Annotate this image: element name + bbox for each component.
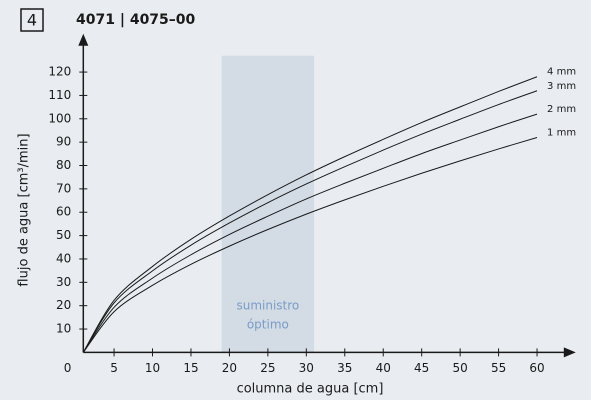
y-tick-label: 70 xyxy=(56,181,71,195)
x-tick-label: 10 xyxy=(145,361,160,375)
y-tick-label: 60 xyxy=(56,205,71,219)
y-tick-label: 40 xyxy=(56,251,71,265)
optimal-band xyxy=(221,55,315,353)
y-tick-label: 110 xyxy=(48,88,71,102)
x-tick-label: 15 xyxy=(183,361,198,375)
legend-label: 3 mm xyxy=(547,81,576,92)
x-tick-label: 0 xyxy=(64,361,72,375)
legend-label: 4 mm xyxy=(547,67,576,78)
x-arrow xyxy=(563,347,576,358)
x-tick-label: 5 xyxy=(110,361,118,375)
legend-label: 1 mm xyxy=(547,127,576,138)
x-tick-label: 25 xyxy=(260,361,275,375)
y-tick-label: 80 xyxy=(56,158,71,172)
band-label: óptimo xyxy=(247,318,289,332)
chart-title: 4071 | 4075–00 xyxy=(76,12,196,28)
legend-label: 2 mm xyxy=(547,104,576,115)
y-tick-label: 120 xyxy=(48,65,71,79)
badge-box xyxy=(20,8,44,32)
curve xyxy=(82,113,538,353)
x-tick-label: 45 xyxy=(414,361,429,375)
curve xyxy=(82,90,538,353)
y-axis-label: flujo de agua [cm³/min] xyxy=(17,133,32,286)
x-tick-label: 40 xyxy=(376,361,391,375)
y-tick-label: 10 xyxy=(56,322,71,336)
y-tick-label: 30 xyxy=(56,275,71,289)
plot: suministro óptimo 0 5 10 15 20 25 30 35 40 45 50 55 60… xyxy=(48,33,576,375)
x-tick-label: 30 xyxy=(299,361,314,375)
y-tick-label: 100 xyxy=(48,111,71,125)
y-arrow xyxy=(78,33,89,46)
x-tick-label: 60 xyxy=(529,361,544,375)
x-tick-label: 50 xyxy=(452,361,467,375)
badge: 4 xyxy=(27,11,37,30)
x-tick-label: 35 xyxy=(337,361,352,375)
x-axis-label: columna de agua [cm] xyxy=(237,382,384,397)
curve xyxy=(82,76,538,353)
band-label: suministro xyxy=(236,299,299,313)
x-tick-label: 55 xyxy=(491,361,506,375)
curve xyxy=(82,137,538,353)
y-tick-label: 50 xyxy=(56,228,71,242)
y-tick-label: 90 xyxy=(56,135,71,149)
y-tick-label: 20 xyxy=(56,298,71,312)
x-tick-label: 20 xyxy=(222,361,237,375)
